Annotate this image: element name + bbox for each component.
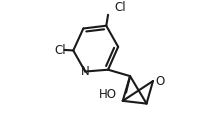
Text: Cl: Cl bbox=[114, 1, 126, 14]
Text: HO: HO bbox=[99, 88, 117, 101]
Text: Cl: Cl bbox=[54, 44, 66, 57]
Text: N: N bbox=[81, 65, 90, 78]
Text: O: O bbox=[156, 75, 165, 88]
